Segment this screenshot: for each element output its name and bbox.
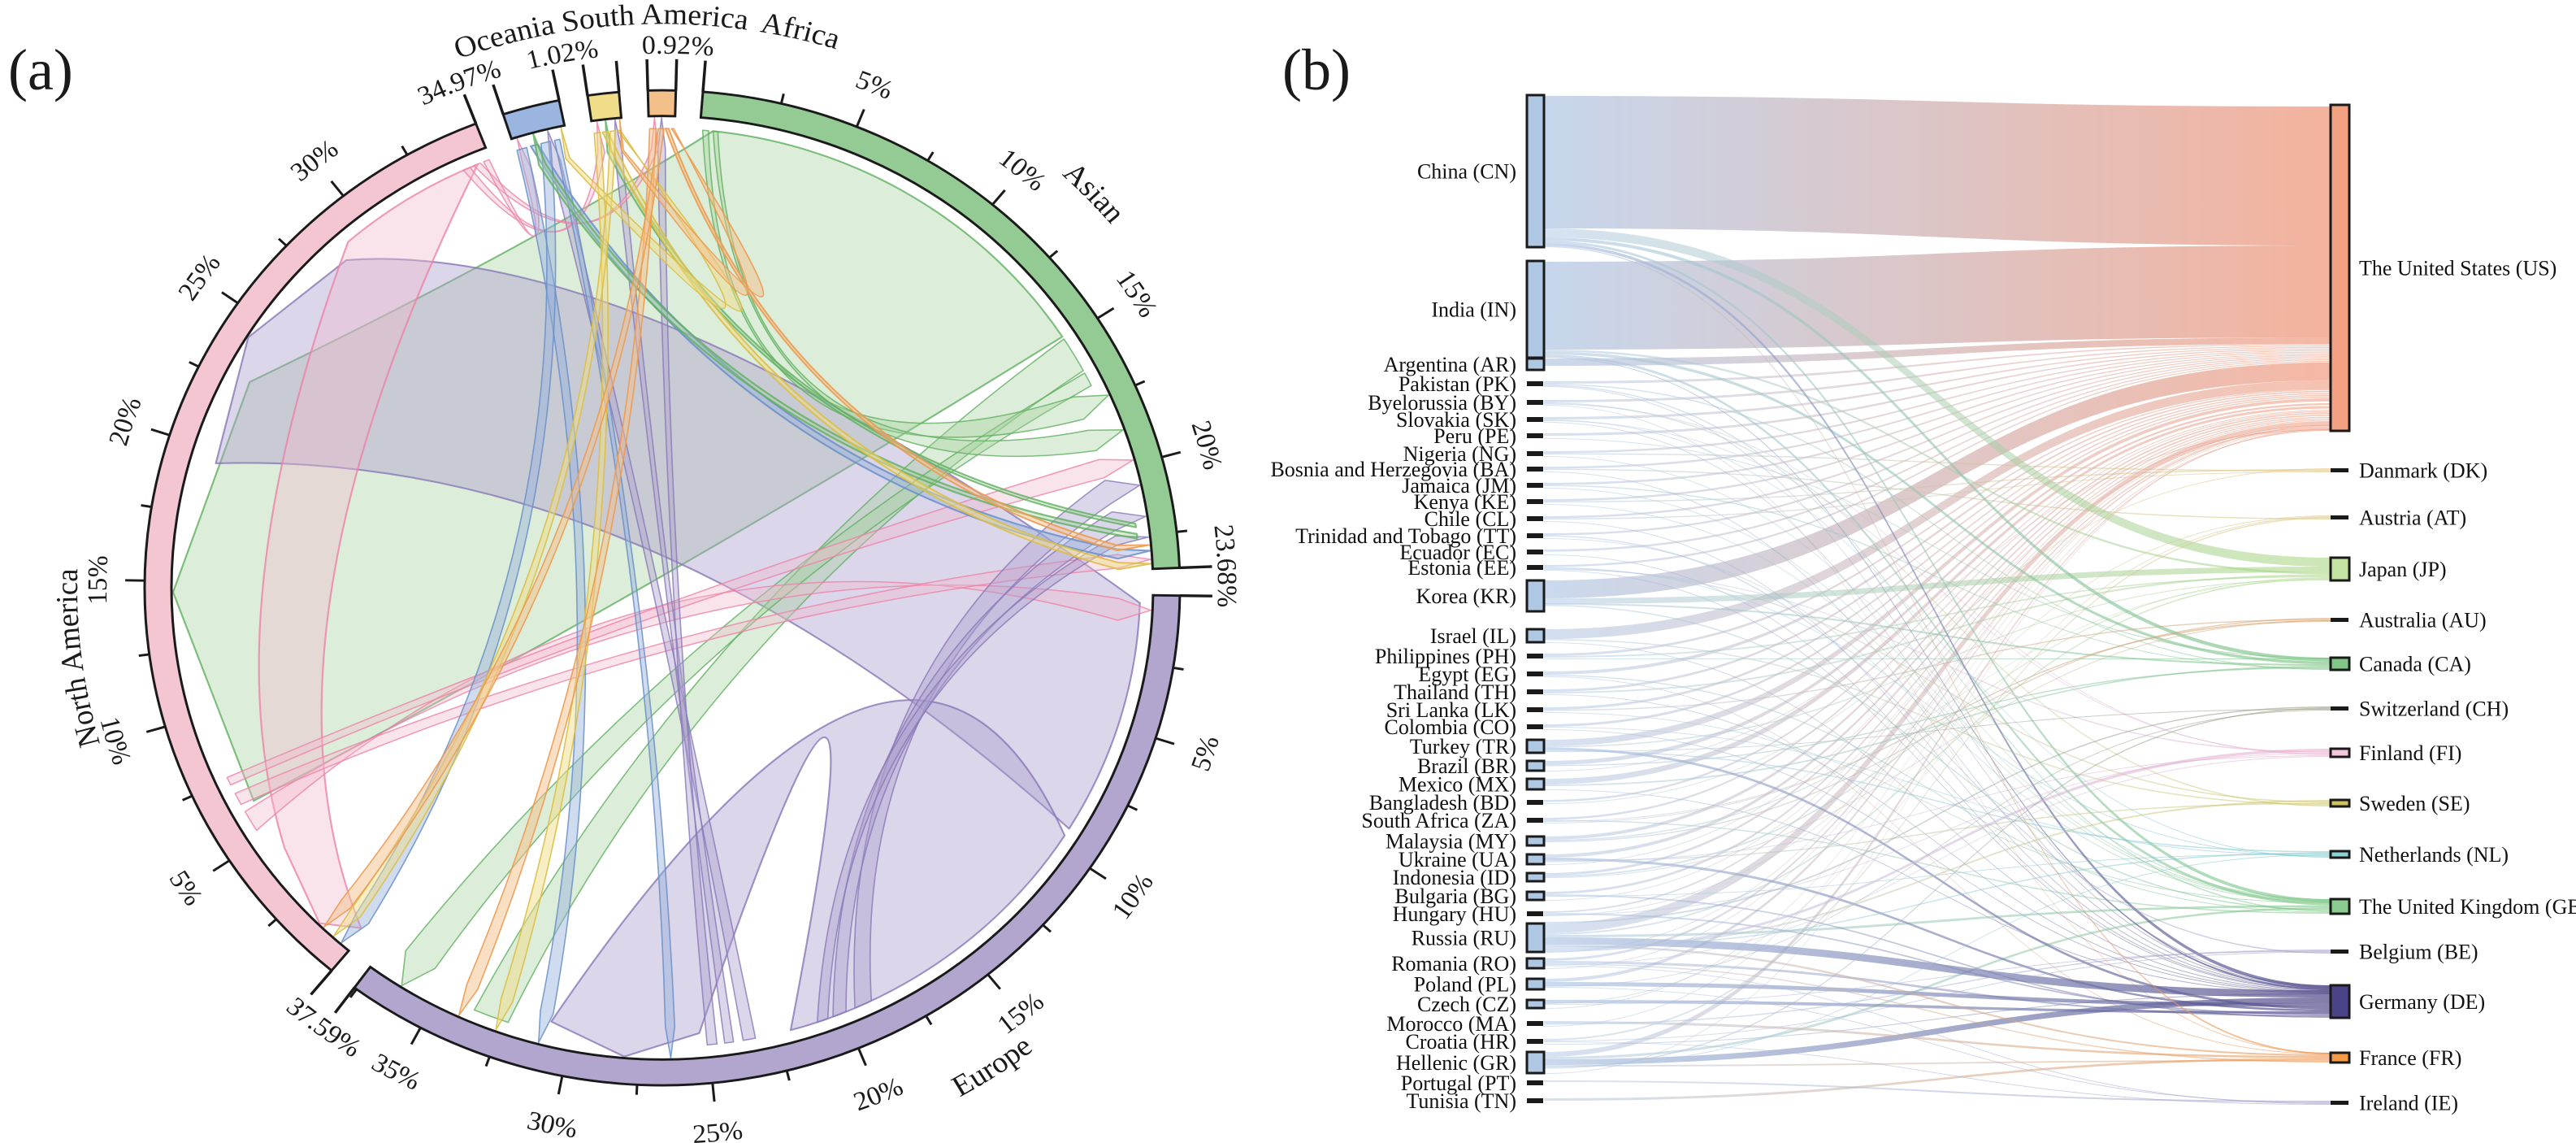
svg-text:25%: 25% xyxy=(692,1115,744,1143)
svg-text:Ukraine (UA): Ukraine (UA) xyxy=(1399,848,1516,871)
svg-text:Germany (DE): Germany (DE) xyxy=(2359,990,2485,1014)
svg-text:Turkey (TR): Turkey (TR) xyxy=(1410,735,1516,758)
svg-text:France (FR): France (FR) xyxy=(2359,1046,2461,1070)
svg-text:Kenya (KE): Kenya (KE) xyxy=(1414,490,1516,514)
svg-text:(a): (a) xyxy=(8,37,73,102)
svg-text:Bangladesh (BD): Bangladesh (BD) xyxy=(1369,791,1516,815)
svg-text:Nigeria (NG): Nigeria (NG) xyxy=(1403,442,1516,466)
svg-text:Netherlands (NL): Netherlands (NL) xyxy=(2359,843,2509,867)
svg-text:Egypt (EG): Egypt (EG) xyxy=(1418,663,1516,686)
svg-text:Romania (RO): Romania (RO) xyxy=(1391,952,1516,976)
svg-text:Mexico (MX): Mexico (MX) xyxy=(1399,773,1516,797)
svg-text:Slovakia (SK): Slovakia (SK) xyxy=(1396,408,1516,432)
svg-text:Estonia (EE): Estonia (EE) xyxy=(1407,556,1516,580)
svg-text:South Africa (ZA): South Africa (ZA) xyxy=(1361,809,1516,832)
svg-text:Sri Lanka (LK): Sri Lanka (LK) xyxy=(1386,698,1516,722)
svg-text:Jamaica (JM): Jamaica (JM) xyxy=(1402,474,1516,498)
svg-text:Ecuador (EC): Ecuador (EC) xyxy=(1399,541,1516,564)
svg-text:(b): (b) xyxy=(1282,37,1351,102)
svg-text:Argentina (AR): Argentina (AR) xyxy=(1384,353,1516,376)
svg-text:Malaysia (MY): Malaysia (MY) xyxy=(1386,830,1516,854)
svg-text:Portugal (PT): Portugal (PT) xyxy=(1401,1071,1516,1095)
svg-text:Peru (PE): Peru (PE) xyxy=(1433,424,1516,448)
svg-text:Belgium (BE): Belgium (BE) xyxy=(2359,941,2478,964)
svg-text:Thailand (TH): Thailand (TH) xyxy=(1394,680,1516,704)
svg-text:Indonesia (ID): Indonesia (ID) xyxy=(1393,866,1516,889)
svg-text:Russia (RU): Russia (RU) xyxy=(1412,927,1516,950)
svg-text:Switzerland (CH): Switzerland (CH) xyxy=(2359,698,2509,721)
svg-text:Hungary (HU): Hungary (HU) xyxy=(1393,902,1516,926)
svg-text:Philippines (PH): Philippines (PH) xyxy=(1375,645,1516,668)
svg-text:Finland (FI): Finland (FI) xyxy=(2359,741,2461,765)
svg-text:23.68%: 23.68% xyxy=(1208,524,1242,608)
svg-text:Bosnia and Herzegovia (BA): Bosnia and Herzegovia (BA) xyxy=(1270,458,1516,481)
svg-text:Australia (AU): Australia (AU) xyxy=(2359,609,2487,632)
svg-text:China (CN): China (CN) xyxy=(1417,160,1516,184)
svg-text:Korea (KR): Korea (KR) xyxy=(1416,585,1516,608)
svg-text:Morocco (MA): Morocco (MA) xyxy=(1386,1012,1516,1036)
svg-text:The United Kingdom (GB): The United Kingdom (GB) xyxy=(2359,895,2576,919)
svg-text:Poland (PL): Poland (PL) xyxy=(1414,973,1516,997)
svg-text:0.92%: 0.92% xyxy=(641,30,715,62)
svg-text:Tunisia (TN): Tunisia (TN) xyxy=(1406,1089,1516,1113)
svg-text:Hellenic (GR): Hellenic (GR) xyxy=(1396,1051,1516,1075)
svg-text:Trinidad and Tobago (TT): Trinidad and Tobago (TT) xyxy=(1295,524,1516,548)
svg-text:Pakistan (PK): Pakistan (PK) xyxy=(1399,372,1516,396)
svg-text:Chile (CL): Chile (CL) xyxy=(1425,507,1516,531)
svg-text:Brazil (BR): Brazil (BR) xyxy=(1417,754,1516,778)
svg-text:Austria (AT): Austria (AT) xyxy=(2359,506,2466,530)
svg-text:Israel (IL): Israel (IL) xyxy=(1430,624,1516,648)
svg-text:Croatia (HR): Croatia (HR) xyxy=(1406,1030,1516,1054)
svg-text:Bulgaria (BG): Bulgaria (BG) xyxy=(1395,884,1516,908)
svg-text:15%: 15% xyxy=(82,554,114,605)
svg-text:Japan (JP): Japan (JP) xyxy=(2359,558,2447,581)
svg-text:Danmark (DK): Danmark (DK) xyxy=(2359,459,2487,483)
svg-text:Colombia (CO): Colombia (CO) xyxy=(1385,715,1517,739)
svg-text:India (IN): India (IN) xyxy=(1431,298,1516,322)
svg-text:Sweden (SE): Sweden (SE) xyxy=(2359,792,2470,815)
svg-text:Ireland (IE): Ireland (IE) xyxy=(2359,1092,2458,1115)
svg-text:Canada (CA): Canada (CA) xyxy=(2359,653,2471,676)
svg-text:Czech (CZ): Czech (CZ) xyxy=(1417,993,1516,1016)
svg-text:Byelorussia (BY): Byelorussia (BY) xyxy=(1368,391,1516,415)
svg-text:The United States (US): The United States (US) xyxy=(2359,257,2556,280)
